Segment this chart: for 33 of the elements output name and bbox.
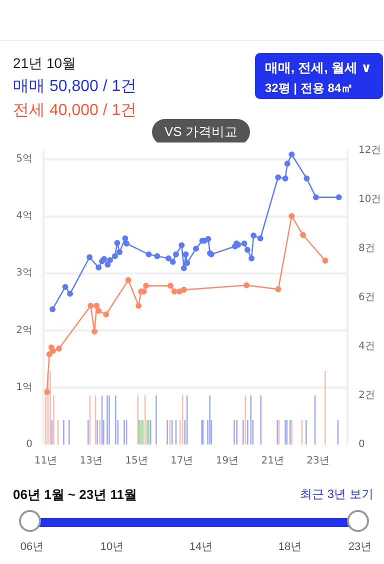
y-tick-label: 4억 (16, 210, 33, 222)
x-tick-label: 19년 (216, 456, 239, 466)
x-tick-label: 15년 (125, 456, 148, 466)
text: VS 가격비교 (152, 119, 250, 145)
y-tick-label: 3억 (16, 268, 33, 279)
text: 23년 (347, 540, 373, 555)
y-tick-label: 5억 (16, 154, 33, 165)
x-tick-label: 17년 (170, 456, 194, 466)
y-tick-label: 1억 (16, 382, 33, 393)
text: 06년 1월 ~ 23년 11월 (13, 486, 137, 504)
text: 10년 (99, 540, 125, 555)
y2-tick-label: 10건 (358, 194, 382, 205)
y2-tick-label: 8건 (358, 243, 375, 254)
text: 전세 40,000 / 1건 (13, 101, 137, 121)
y-tick-label: 2억 (16, 324, 33, 336)
y2-tick-label: 6건 (358, 292, 375, 303)
text: 32평 | 전용 84㎡ (265, 80, 354, 97)
y2-tick-label: 4건 (358, 341, 375, 352)
x-tick-label: 23년 (306, 456, 330, 466)
y2-tick-label: 12건 (358, 145, 382, 156)
x-tick-label: 11년 (34, 456, 58, 466)
text: 14년 (188, 540, 214, 555)
text: 최근 3년 보기 (300, 486, 374, 503)
text: 06년 (19, 540, 45, 555)
x-tick-label: 13년 (80, 456, 103, 466)
text: 21년 10월 (13, 54, 76, 73)
x-tick-label: 21년 (261, 456, 284, 466)
text: 매매, 전세, 월세 ∨ (265, 59, 372, 77)
y2-tick-label: 2건 (358, 390, 375, 401)
y2-tick-label: 0 (358, 439, 365, 450)
y-tick-label: 0 (26, 439, 33, 450)
text: 18년 (277, 540, 303, 555)
text: 매매 50,800 / 1건 (13, 77, 137, 97)
